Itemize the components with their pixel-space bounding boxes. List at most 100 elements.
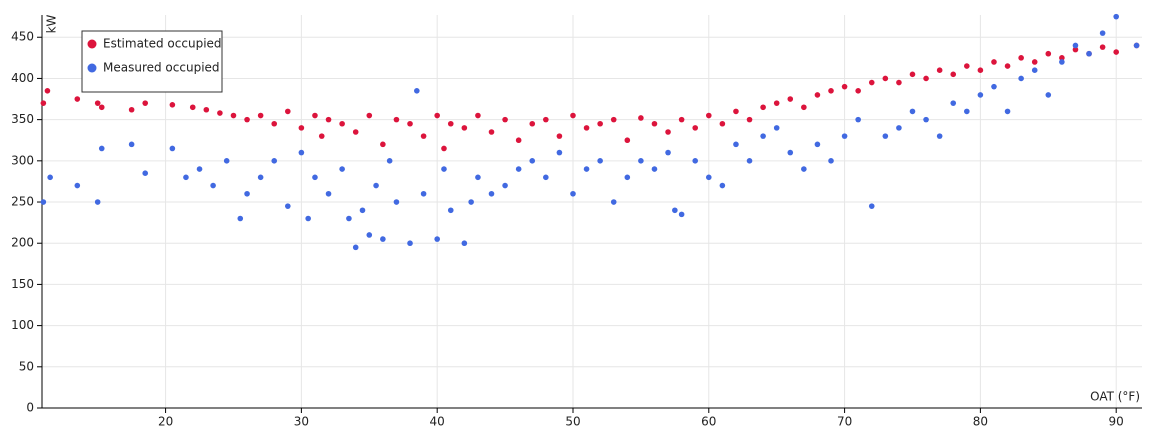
point (882, 133, 889, 139)
point (923, 75, 929, 82)
point (597, 158, 603, 164)
point (339, 120, 345, 127)
point (760, 104, 766, 111)
point (285, 108, 291, 115)
point (142, 100, 149, 106)
point (665, 149, 671, 156)
y-tick-label: 150 (11, 277, 34, 291)
point (733, 108, 739, 115)
point (529, 158, 536, 164)
point (380, 236, 386, 242)
point (801, 166, 807, 172)
point (1099, 30, 1106, 36)
point (373, 182, 379, 189)
point (305, 215, 311, 222)
point (94, 100, 101, 106)
y-tick-label: 250 (11, 195, 34, 209)
point (543, 116, 549, 123)
point (678, 211, 685, 218)
point (475, 174, 481, 181)
point (393, 116, 400, 123)
point (461, 240, 468, 247)
point (271, 120, 278, 127)
point (705, 174, 712, 181)
point (98, 104, 105, 111)
x-axis-label: OAT (°F) (1090, 390, 1140, 404)
legend-marker (87, 63, 97, 73)
point (325, 190, 332, 197)
point (407, 240, 413, 247)
point (74, 96, 81, 102)
point (841, 133, 848, 139)
point (386, 158, 393, 164)
point (515, 137, 522, 144)
point (142, 170, 149, 176)
point (366, 112, 373, 119)
point (359, 207, 366, 214)
point (447, 207, 454, 214)
point (40, 199, 47, 205)
point (257, 112, 264, 119)
point (950, 71, 957, 78)
point (855, 87, 861, 94)
point (570, 112, 576, 119)
point (678, 116, 685, 123)
point (230, 112, 237, 119)
point (298, 125, 305, 131)
point (244, 190, 250, 197)
point (414, 87, 420, 94)
point (1031, 67, 1038, 74)
point (352, 244, 359, 251)
point (169, 102, 176, 108)
x-tick-label: 30 (294, 415, 309, 429)
y-tick-label: 350 (11, 112, 34, 126)
point (447, 120, 454, 127)
point (1045, 50, 1052, 57)
point (244, 116, 250, 123)
point (352, 129, 359, 135)
y-tick-label: 400 (11, 71, 34, 85)
point (257, 174, 264, 181)
x-tick-label: 80 (973, 415, 988, 429)
point (977, 67, 984, 74)
point (1133, 42, 1140, 49)
y-tick-label: 200 (11, 236, 34, 250)
point (380, 141, 386, 148)
point (692, 125, 699, 131)
legend-label: Measured occupied (103, 61, 220, 75)
point (801, 104, 807, 111)
point (461, 125, 468, 131)
point (773, 100, 780, 106)
point (746, 158, 753, 164)
point (502, 182, 508, 189)
point (828, 87, 834, 94)
y-tick-label: 100 (11, 318, 34, 332)
point (896, 79, 902, 86)
point (40, 100, 47, 106)
point (312, 174, 318, 181)
point (814, 92, 821, 98)
point (624, 174, 631, 181)
point (196, 166, 203, 172)
point (434, 112, 440, 119)
point (1086, 50, 1092, 57)
point (128, 106, 135, 113)
point (923, 116, 929, 123)
point (814, 141, 821, 148)
legend: Estimated occupied Measured occupied (81, 30, 223, 93)
point (977, 92, 984, 98)
point (610, 116, 617, 123)
point (441, 166, 447, 172)
point (950, 100, 957, 106)
point (318, 133, 325, 139)
point (169, 145, 176, 152)
point (868, 203, 875, 209)
point (339, 166, 345, 172)
point (1018, 75, 1024, 82)
point (1004, 108, 1011, 115)
point (909, 71, 916, 78)
point (991, 59, 997, 65)
point (475, 112, 481, 119)
point (624, 137, 631, 144)
